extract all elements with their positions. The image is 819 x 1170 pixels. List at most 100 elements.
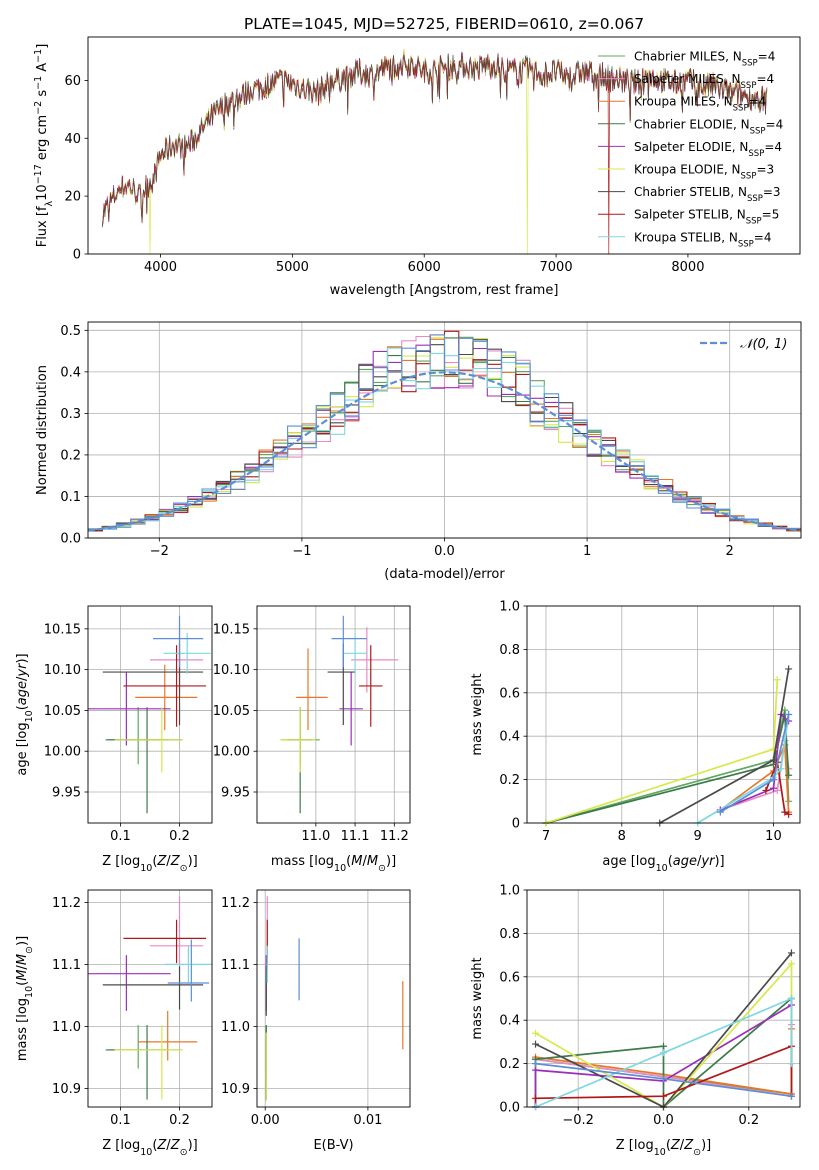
x-tick-label: 1 xyxy=(583,544,591,559)
label-part: age [ xyxy=(602,854,635,869)
label-part: log xyxy=(15,722,30,742)
legend-label: Kroupa STELIB, NSSP=4 xyxy=(634,230,772,249)
weight-line xyxy=(545,714,790,824)
spectrum-panel: 4000 5000 6000 7000 8000 0 20 40 60 wavelength [A… xyxy=(33,36,801,298)
label-part: 10 xyxy=(24,710,35,722)
label-part: M xyxy=(15,954,30,965)
legend-label-part: =4 xyxy=(764,140,782,154)
label-part: yr xyxy=(700,854,716,869)
y-tick-label: 9.95 xyxy=(221,786,250,801)
y-tick-label: 0.2 xyxy=(499,773,520,788)
x-tick-label: 8 xyxy=(618,829,626,844)
label-part: 10 xyxy=(140,863,152,874)
label-part: ⊙ xyxy=(693,1147,701,1158)
histogram-series xyxy=(88,344,801,531)
weight-line xyxy=(765,758,790,816)
label-part: 10 xyxy=(35,184,50,201)
legend-label: Kroupa MILES, NSSP=4 xyxy=(634,95,766,114)
label-part: )] xyxy=(701,1138,711,1153)
y-tick-label: 20 xyxy=(64,190,81,205)
weight-marker xyxy=(532,1040,540,1048)
y-tick-label: 60 xyxy=(64,74,81,89)
x-tick-label: 4000 xyxy=(144,260,177,275)
label-part: Z xyxy=(683,1138,694,1153)
legend-label-part: =4 xyxy=(758,50,776,64)
weight-marker xyxy=(787,949,795,957)
label-part: / xyxy=(697,854,702,869)
y-tick-label: 40 xyxy=(64,132,81,147)
y-tick-label: 1.0 xyxy=(499,884,520,899)
residuals-panel: −2 −1 0.0 1 2 0.0 0.1 0.2 0.3 0.4 0.5 (data-model)/… xyxy=(35,321,802,582)
x-tick-label: 0.0 xyxy=(653,1113,674,1128)
weight-marker xyxy=(532,1094,540,1102)
mass-vs-extinction-panel: 0.00 0.01 10.9 11.0 11.1 11.2 E(B-V) xyxy=(221,889,411,1153)
legend-label-part: Chabrier MILES, N xyxy=(634,50,742,64)
label-part: mass [ xyxy=(271,854,314,869)
label-part: Z [ xyxy=(102,854,120,869)
label-part: age xyxy=(673,854,697,869)
label-part: ] xyxy=(35,44,50,49)
label-part: age [ xyxy=(15,742,30,775)
label-part: age xyxy=(15,681,30,705)
legend-label: Salpeter MILES, NSSP=4 xyxy=(634,72,774,91)
legend-label-part: =4 xyxy=(754,230,772,244)
weight-line xyxy=(535,997,793,1108)
y-tick-label: 10.05 xyxy=(213,704,250,719)
label-part: log xyxy=(15,998,30,1018)
y-axis-label: Flux [fλ10−17 erg cm−2 s−1 A−1] xyxy=(33,44,55,248)
weight-marker xyxy=(660,1049,667,1057)
legend-label-part: =4 xyxy=(749,95,767,109)
weight-marker xyxy=(660,1092,667,1100)
x-tick-label: 11.2 xyxy=(380,829,409,844)
label-part: / xyxy=(166,854,171,869)
legend-label-part: Chabrier STELIB, N xyxy=(634,185,747,199)
weight-marker xyxy=(660,1075,667,1083)
label-part: ( xyxy=(15,705,30,710)
y-tick-label: 0.6 xyxy=(499,686,520,701)
label-part: )] xyxy=(714,854,724,869)
axes-frame xyxy=(87,36,801,255)
x-tick-label: 7 xyxy=(542,829,550,844)
legend-label-part: =3 xyxy=(756,163,774,177)
label-part: s xyxy=(35,90,50,101)
x-tick-label: 5000 xyxy=(276,260,309,275)
weight-line xyxy=(659,668,790,824)
y-axis-label: mass [log10(M/M⊙)] xyxy=(15,936,35,1061)
x-axis-label: age [log10(age/yr)] xyxy=(602,854,724,874)
legend-label-part: SSP xyxy=(747,194,763,204)
label-part: )] xyxy=(188,854,198,869)
legend-label: Salpeter ELODIE, NSSP=4 xyxy=(634,140,782,159)
label-part: −2 xyxy=(33,101,44,115)
x-tick-label: 11.0 xyxy=(301,829,330,844)
y-tick-label: 0.8 xyxy=(499,927,520,942)
weight-marker xyxy=(769,784,777,792)
legend-label-part: Kroupa STELIB, N xyxy=(634,230,738,244)
weight-marker xyxy=(532,1029,540,1037)
axes-frame xyxy=(526,605,801,824)
y-tick-label: 0.6 xyxy=(499,970,520,985)
label-part: mass [ xyxy=(15,1018,30,1061)
label-part: log xyxy=(636,854,656,869)
label-part: / xyxy=(680,1138,685,1153)
label-part: yr xyxy=(15,662,30,678)
legend-label-part: SSP xyxy=(733,104,749,114)
axes-frame xyxy=(256,605,411,824)
x-tick-label: 0.1 xyxy=(110,829,131,844)
age-vs-mass-panel: 11.0 11.1 11.2 9.95 10.00 10.05 10.10 10.15 mass… xyxy=(213,605,411,874)
label-part: )] xyxy=(188,1138,198,1153)
label-part: Z [ xyxy=(616,1138,634,1153)
x-axis-label: Z [log10(Z/Z⊙)] xyxy=(102,1138,197,1158)
y-tick-label: 11.1 xyxy=(221,958,250,973)
label-part: )] xyxy=(15,653,30,663)
x-tick-label: 0.01 xyxy=(353,1113,382,1128)
y-axis-label: age [log10(age/yr)] xyxy=(15,653,35,775)
x-tick-label: 0.2 xyxy=(738,1113,759,1128)
legend-label-part: Salpeter MILES, N xyxy=(634,72,741,86)
weight-marker xyxy=(532,1060,540,1068)
label-part: / xyxy=(15,965,30,970)
histogram-series xyxy=(88,330,801,532)
weight-marker xyxy=(785,771,793,779)
y-tick-label: 0.8 xyxy=(499,643,520,658)
label-part: 10 xyxy=(140,1147,152,1158)
